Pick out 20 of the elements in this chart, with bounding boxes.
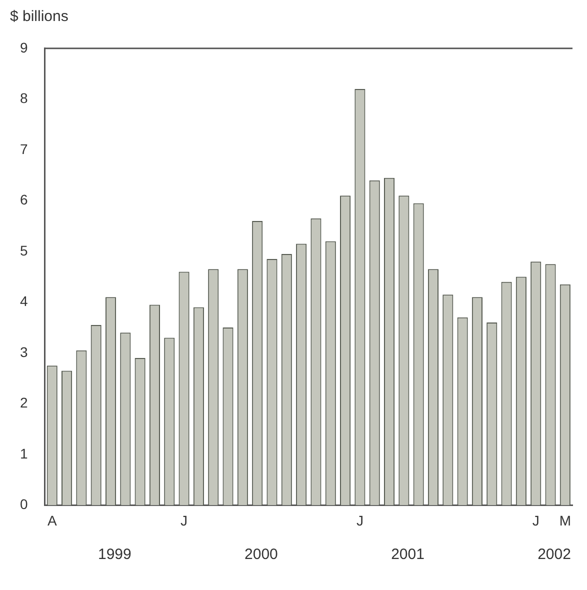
y-tick-label: 5 bbox=[20, 242, 28, 258]
y-tick-label: 2 bbox=[20, 394, 28, 411]
y-axis-title: $ billions bbox=[9, 8, 70, 27]
y-tick-label: 9 bbox=[20, 39, 28, 56]
text: 2000 bbox=[244, 546, 278, 563]
text: 1999 bbox=[98, 546, 132, 563]
y-tick-label: 7 bbox=[20, 140, 28, 157]
text: 2001 bbox=[391, 546, 424, 563]
y-tick-label: 1 bbox=[20, 445, 28, 462]
y-tick-label: 3 bbox=[20, 344, 28, 360]
y-tick-label: 6 bbox=[20, 192, 28, 208]
x-tick-label: J bbox=[180, 512, 188, 528]
x-tick-label: A bbox=[47, 512, 58, 528]
x-tick-label: J bbox=[532, 512, 540, 528]
y-tick-label: 4 bbox=[20, 293, 28, 310]
y-tick-label: 8 bbox=[20, 90, 28, 106]
x-tick-label: M bbox=[559, 512, 572, 528]
y-tick-label: 0 bbox=[20, 496, 28, 512]
x-tick-label: J bbox=[356, 512, 364, 528]
text: 2002 bbox=[538, 546, 571, 563]
